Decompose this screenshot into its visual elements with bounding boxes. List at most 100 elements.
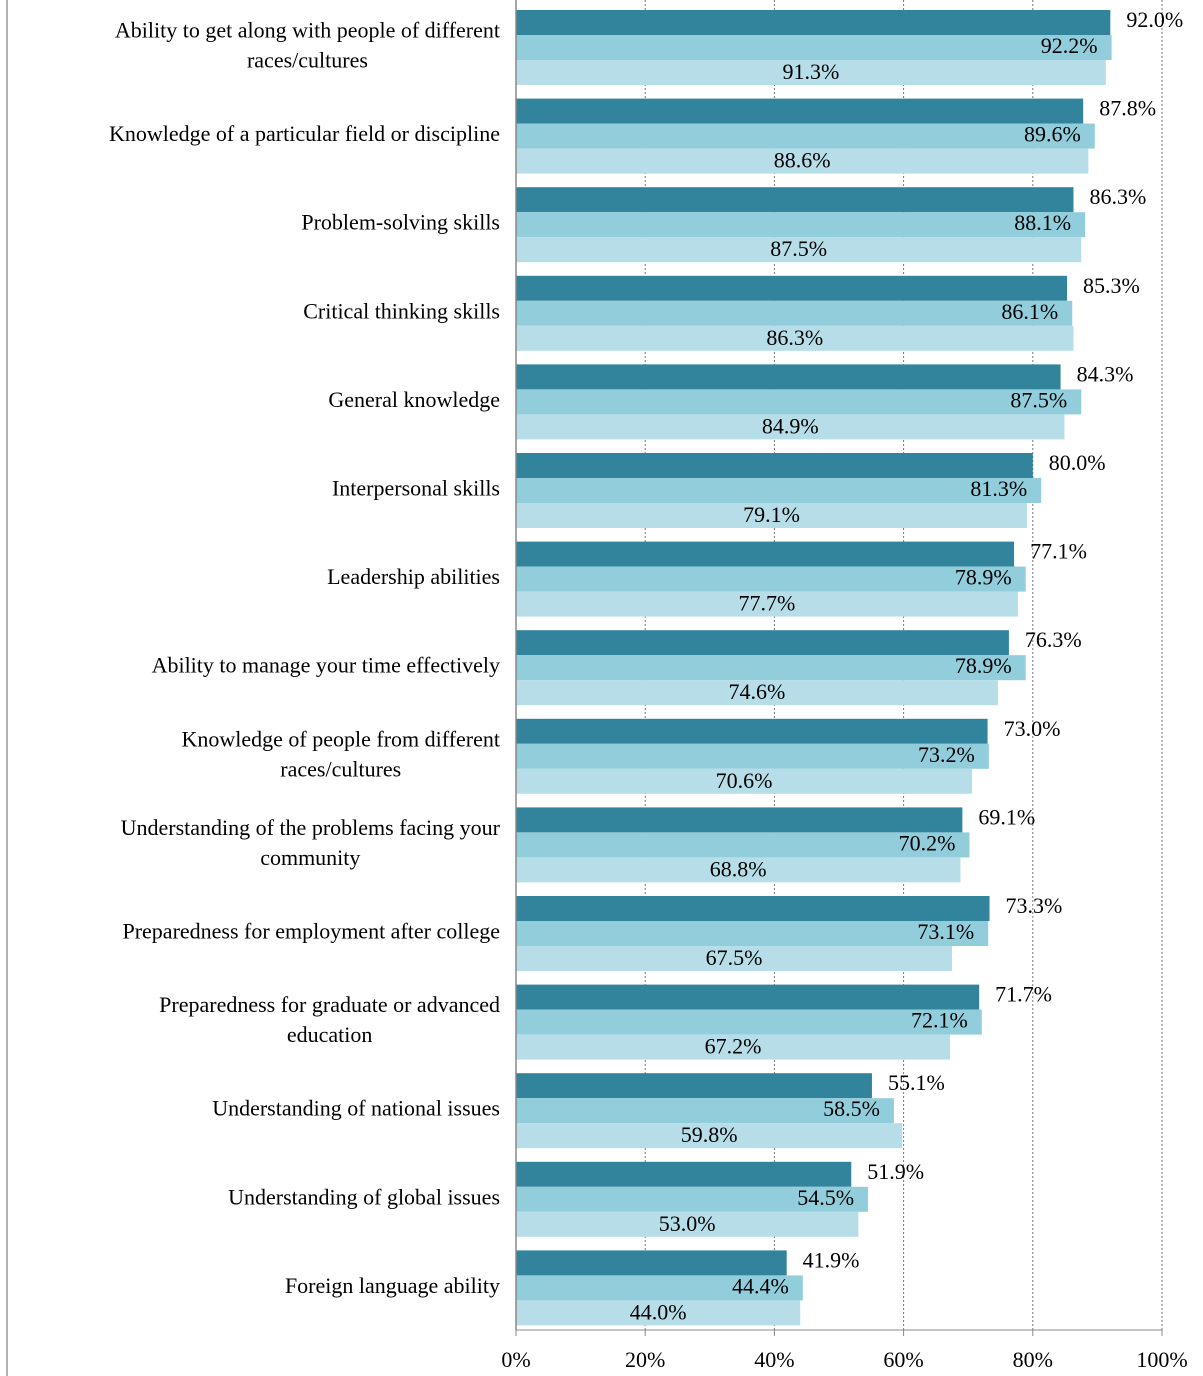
bar xyxy=(516,478,1042,503)
value-label: 86.3% xyxy=(1089,184,1146,209)
value-label: 73.3% xyxy=(1006,893,1063,918)
bar xyxy=(516,655,1026,681)
bar xyxy=(516,414,1065,440)
bar xyxy=(516,1250,787,1276)
bar xyxy=(516,1034,951,1060)
bar xyxy=(516,1211,859,1237)
value-label: 67.2% xyxy=(705,1034,762,1059)
value-label: 53.0% xyxy=(659,1211,716,1236)
value-label: 67.5% xyxy=(706,945,763,970)
value-label: 86.3% xyxy=(766,325,823,350)
category-label: Understanding of global issues xyxy=(228,1184,500,1209)
value-label: 58.5% xyxy=(823,1096,880,1121)
bar xyxy=(516,212,1086,238)
value-label: 41.9% xyxy=(803,1247,860,1272)
value-label: 84.3% xyxy=(1077,361,1134,386)
category-label: races/cultures xyxy=(280,756,401,781)
bar xyxy=(516,743,989,769)
bar xyxy=(516,1186,869,1212)
category-label: Problem-solving skills xyxy=(301,210,500,235)
x-tick-label: 0% xyxy=(501,1347,530,1372)
value-label: 92.2% xyxy=(1041,33,1098,58)
value-label: 72.1% xyxy=(911,1008,968,1033)
bar xyxy=(516,503,1027,528)
x-tick-label: 80% xyxy=(1013,1347,1053,1372)
value-label: 73.2% xyxy=(918,742,975,767)
value-label: 74.6% xyxy=(729,679,786,704)
bar xyxy=(516,300,1073,326)
bar xyxy=(516,10,1111,35)
value-label: 73.0% xyxy=(1004,716,1061,741)
bar xyxy=(516,1123,903,1149)
value-label: 86.1% xyxy=(1001,299,1058,324)
bar xyxy=(516,389,1082,415)
value-label: 68.8% xyxy=(710,856,767,881)
bar xyxy=(516,857,961,883)
bar xyxy=(516,566,1026,592)
bar xyxy=(516,591,1018,617)
category-label: Critical thinking skills xyxy=(303,298,500,323)
category-label: education xyxy=(287,1022,373,1047)
bar xyxy=(516,453,1033,478)
value-label: 59.8% xyxy=(681,1122,738,1147)
bar xyxy=(516,832,970,858)
category-label: Ability to get along with people of diff… xyxy=(115,18,500,43)
value-label: 88.1% xyxy=(1014,210,1071,235)
bar xyxy=(516,35,1112,60)
bar xyxy=(516,237,1082,263)
bar xyxy=(516,148,1089,174)
bar xyxy=(516,1300,801,1326)
value-label: 80.0% xyxy=(1049,450,1106,475)
bar xyxy=(516,325,1074,351)
bar xyxy=(516,98,1084,124)
bars xyxy=(516,10,1112,1326)
value-label: 78.9% xyxy=(955,653,1012,678)
value-label: 88.6% xyxy=(774,148,831,173)
category-label: races/cultures xyxy=(247,48,368,73)
category-label: Leadership abilities xyxy=(327,564,500,589)
bar xyxy=(516,541,1015,567)
x-tick-label: 100% xyxy=(1136,1347,1187,1372)
bar xyxy=(516,1073,872,1099)
bar xyxy=(516,60,1106,85)
category-label: Understanding of national issues xyxy=(212,1096,500,1121)
value-label: 92.0% xyxy=(1126,7,1183,32)
bar xyxy=(516,921,989,946)
category-label: Knowledge of people from different xyxy=(182,726,500,751)
value-label: 51.9% xyxy=(867,1159,924,1184)
category-label: General knowledge xyxy=(328,387,500,412)
bar xyxy=(516,807,963,833)
bar xyxy=(516,984,980,1010)
value-label: 87.8% xyxy=(1099,96,1156,121)
bar xyxy=(516,946,953,971)
bar xyxy=(516,718,988,744)
bar xyxy=(516,187,1074,213)
value-label: 91.3% xyxy=(782,59,839,84)
category-label: Interpersonal skills xyxy=(332,476,500,501)
value-label: 79.1% xyxy=(743,502,800,527)
bar xyxy=(516,364,1061,390)
value-label: 85.3% xyxy=(1083,273,1140,298)
value-label: 89.6% xyxy=(1024,122,1081,147)
value-label: 78.9% xyxy=(955,565,1012,590)
category-label: Preparedness for employment after colleg… xyxy=(122,919,500,944)
bar xyxy=(516,1275,803,1301)
value-label: 87.5% xyxy=(770,236,827,261)
bar xyxy=(516,1009,982,1035)
value-label: 84.9% xyxy=(762,413,819,438)
bar xyxy=(516,275,1068,301)
value-label: 77.7% xyxy=(739,591,796,616)
value-label: 54.5% xyxy=(797,1185,854,1210)
value-label: 71.7% xyxy=(995,982,1052,1007)
x-tick-label: 60% xyxy=(883,1347,923,1372)
x-tick-label: 20% xyxy=(625,1347,665,1372)
category-label: Knowledge of a particular field or disci… xyxy=(109,121,500,146)
bar xyxy=(516,1098,894,1124)
category-label: community xyxy=(260,845,360,870)
category-label: Ability to manage your time effectively xyxy=(152,653,500,678)
bar xyxy=(516,630,1009,656)
value-label: 55.1% xyxy=(888,1070,945,1095)
bar xyxy=(516,680,998,706)
bar xyxy=(516,123,1095,149)
